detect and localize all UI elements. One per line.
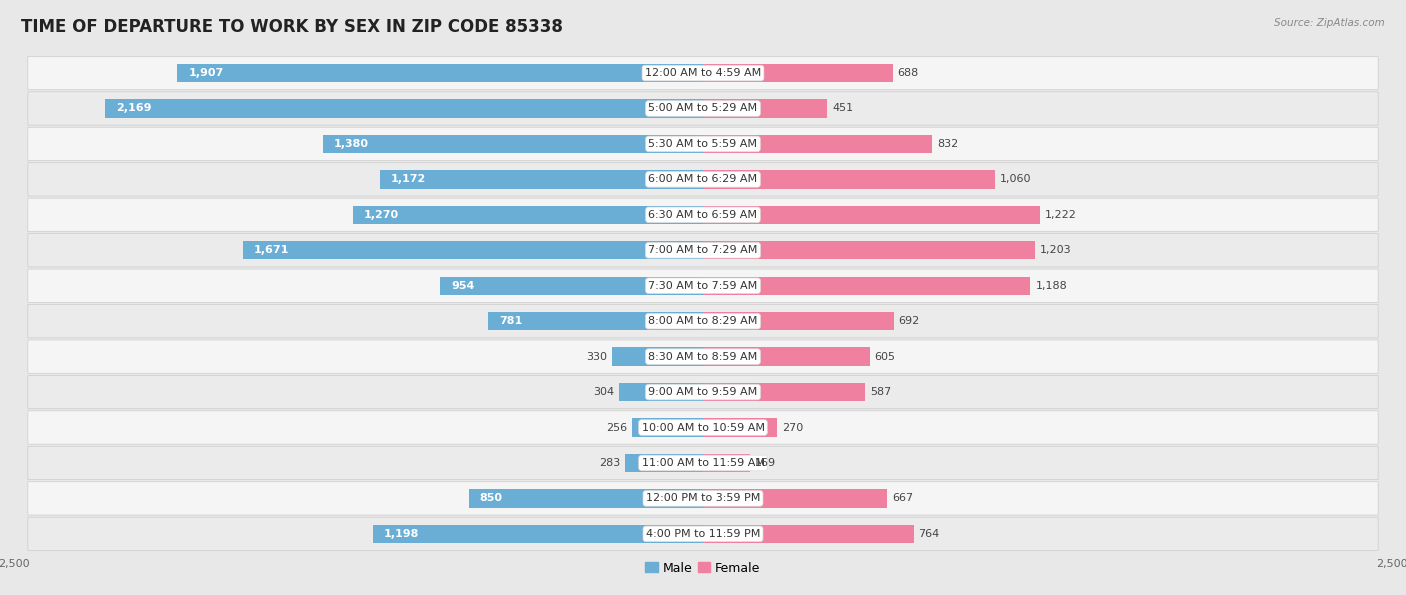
FancyBboxPatch shape <box>28 234 1378 267</box>
Text: 304: 304 <box>593 387 614 397</box>
Text: 7:00 AM to 7:29 AM: 7:00 AM to 7:29 AM <box>648 245 758 255</box>
Text: 6:30 AM to 6:59 AM: 6:30 AM to 6:59 AM <box>648 210 758 220</box>
Text: 10:00 AM to 10:59 AM: 10:00 AM to 10:59 AM <box>641 422 765 433</box>
Bar <box>703 99 827 118</box>
Text: 587: 587 <box>870 387 891 397</box>
Text: 781: 781 <box>499 316 522 326</box>
Bar <box>703 241 1035 259</box>
Text: 9:00 AM to 9:59 AM: 9:00 AM to 9:59 AM <box>648 387 758 397</box>
Text: 6:00 AM to 6:29 AM: 6:00 AM to 6:29 AM <box>648 174 758 184</box>
Text: 4:00 PM to 11:59 PM: 4:00 PM to 11:59 PM <box>645 529 761 539</box>
Text: 8:00 AM to 8:29 AM: 8:00 AM to 8:29 AM <box>648 316 758 326</box>
Bar <box>242 241 703 259</box>
Text: 1,060: 1,060 <box>1000 174 1032 184</box>
FancyBboxPatch shape <box>28 375 1378 409</box>
Text: Source: ZipAtlas.com: Source: ZipAtlas.com <box>1274 18 1385 28</box>
Bar <box>105 99 703 118</box>
Text: 330: 330 <box>586 352 607 362</box>
Text: 270: 270 <box>782 422 804 433</box>
Text: 1,203: 1,203 <box>1039 245 1071 255</box>
Text: 12:00 AM to 4:59 AM: 12:00 AM to 4:59 AM <box>645 68 761 78</box>
Bar <box>633 418 703 437</box>
Text: 256: 256 <box>606 422 627 433</box>
Bar <box>703 170 995 189</box>
FancyBboxPatch shape <box>28 305 1378 338</box>
Text: 1,270: 1,270 <box>364 210 399 220</box>
Text: 12:00 PM to 3:59 PM: 12:00 PM to 3:59 PM <box>645 493 761 503</box>
FancyBboxPatch shape <box>28 92 1378 125</box>
FancyBboxPatch shape <box>28 517 1378 550</box>
Text: 1,907: 1,907 <box>188 68 224 78</box>
Bar <box>323 134 703 153</box>
Text: 283: 283 <box>599 458 620 468</box>
Bar <box>380 170 703 189</box>
Bar <box>703 454 749 472</box>
Bar <box>488 312 703 330</box>
Text: 1,222: 1,222 <box>1045 210 1077 220</box>
Text: 1,380: 1,380 <box>333 139 368 149</box>
Bar <box>703 64 893 82</box>
Bar <box>703 206 1040 224</box>
FancyBboxPatch shape <box>28 446 1378 480</box>
FancyBboxPatch shape <box>28 482 1378 515</box>
Text: 764: 764 <box>918 529 939 539</box>
FancyBboxPatch shape <box>28 269 1378 302</box>
Bar <box>373 525 703 543</box>
Text: 667: 667 <box>891 493 912 503</box>
Bar <box>703 525 914 543</box>
Bar <box>626 454 703 472</box>
Text: 5:00 AM to 5:29 AM: 5:00 AM to 5:29 AM <box>648 104 758 114</box>
Bar <box>703 134 932 153</box>
Text: 5:30 AM to 5:59 AM: 5:30 AM to 5:59 AM <box>648 139 758 149</box>
Text: 1,188: 1,188 <box>1035 281 1067 291</box>
Bar <box>619 383 703 401</box>
Text: 11:00 AM to 11:59 AM: 11:00 AM to 11:59 AM <box>641 458 765 468</box>
Bar <box>440 277 703 295</box>
FancyBboxPatch shape <box>28 340 1378 373</box>
Bar <box>353 206 703 224</box>
Text: 605: 605 <box>875 352 896 362</box>
Text: 850: 850 <box>479 493 503 503</box>
Bar <box>703 347 870 366</box>
Text: 451: 451 <box>832 104 853 114</box>
Text: 954: 954 <box>451 281 474 291</box>
Bar <box>703 489 887 508</box>
Bar <box>703 383 865 401</box>
Bar <box>703 277 1031 295</box>
Bar <box>468 489 703 508</box>
Text: 832: 832 <box>938 139 959 149</box>
Bar <box>612 347 703 366</box>
Bar <box>703 312 894 330</box>
FancyBboxPatch shape <box>28 411 1378 444</box>
FancyBboxPatch shape <box>28 198 1378 231</box>
Text: TIME OF DEPARTURE TO WORK BY SEX IN ZIP CODE 85338: TIME OF DEPARTURE TO WORK BY SEX IN ZIP … <box>21 18 562 36</box>
FancyBboxPatch shape <box>28 162 1378 196</box>
Text: 169: 169 <box>755 458 776 468</box>
Text: 1,198: 1,198 <box>384 529 419 539</box>
FancyBboxPatch shape <box>28 127 1378 161</box>
Text: 2,169: 2,169 <box>117 104 152 114</box>
Text: 7:30 AM to 7:59 AM: 7:30 AM to 7:59 AM <box>648 281 758 291</box>
Text: 1,172: 1,172 <box>391 174 426 184</box>
Text: 688: 688 <box>897 68 918 78</box>
FancyBboxPatch shape <box>28 57 1378 90</box>
Bar <box>703 418 778 437</box>
Text: 8:30 AM to 8:59 AM: 8:30 AM to 8:59 AM <box>648 352 758 362</box>
Text: 1,671: 1,671 <box>253 245 288 255</box>
Text: 692: 692 <box>898 316 920 326</box>
Bar <box>177 64 703 82</box>
Legend: Male, Female: Male, Female <box>641 556 765 580</box>
